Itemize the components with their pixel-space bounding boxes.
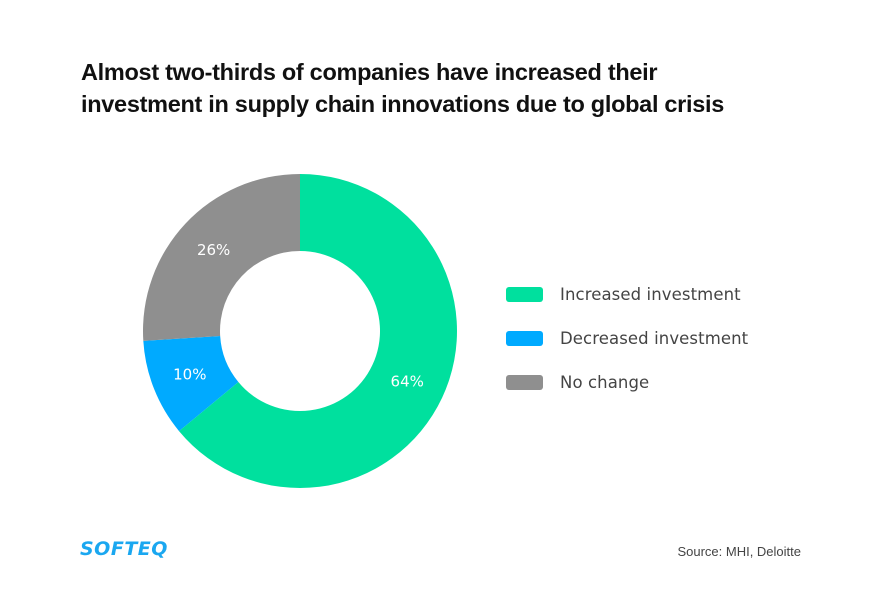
- legend-item-decreased: Decreased investment: [506, 316, 748, 360]
- donut-slice-increased: [179, 174, 457, 488]
- softeq-logo: SOFTEQ: [80, 538, 168, 560]
- legend-label-increased: Increased investment: [560, 284, 741, 304]
- legend-label-no-change: No change: [560, 372, 650, 392]
- donut-slice-no-change: [143, 174, 300, 341]
- legend: Increased investment Decreased investmen…: [506, 272, 748, 404]
- legend-label-decreased: Decreased investment: [560, 328, 749, 348]
- chart-title-line-1: Almost two-thirds of companies have incr…: [81, 59, 658, 85]
- chart-title-line-2: investment in supply chain innovations d…: [81, 91, 725, 117]
- donut-slices: [143, 174, 457, 488]
- legend-item-no-change: No change: [506, 360, 748, 404]
- legend-item-increased: Increased investment: [506, 272, 748, 316]
- chart-title: Almost two-thirds of companies have incr…: [81, 56, 841, 120]
- source-note: Source: MHI, Deloitte: [677, 544, 801, 559]
- slice-label-decreased: 10%: [173, 366, 206, 384]
- legend-swatch-no-change: [506, 374, 543, 390]
- donut-slice-decreased: [143, 336, 239, 432]
- slice-label-no-change: 26%: [197, 241, 230, 259]
- donut-labels: 64% 10% 26%: [173, 241, 424, 391]
- slice-label-increased: 64%: [391, 372, 424, 390]
- legend-swatch-decreased: [506, 330, 543, 346]
- legend-swatch-increased: [506, 286, 543, 302]
